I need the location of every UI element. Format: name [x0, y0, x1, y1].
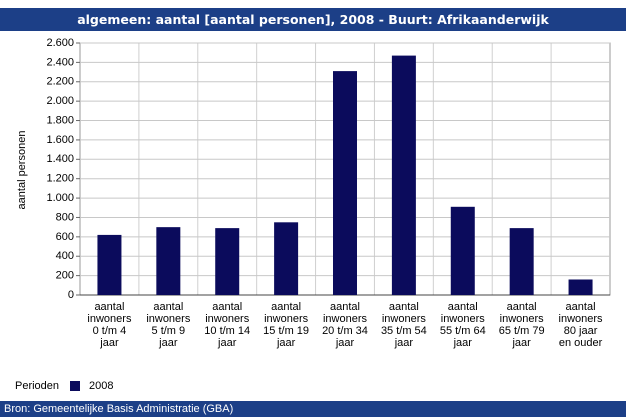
source-bar: Bron: Gemeentelijke Basis Administratie …: [0, 401, 626, 417]
y-tick-label: 2.000: [46, 95, 74, 107]
x-tick-label: aantal inwoners 35 t/m 54 jaar: [380, 301, 427, 349]
x-tick-label: aantal inwoners 65 t/m 79 jaar: [498, 301, 545, 349]
bar: [215, 228, 240, 295]
x-tick-label: aantal inwoners 15 t/m 19 jaar: [263, 301, 310, 349]
legend-swatch: [70, 381, 80, 391]
x-tick-label: aantal inwoners 5 t/m 9 jaar: [146, 301, 191, 349]
x-tick-label: aantal inwoners 80 jaar en ouder: [558, 301, 603, 349]
y-tick-label: 2.400: [46, 56, 74, 68]
x-tick-label: aantal inwoners 20 t/m 34 jaar: [322, 301, 368, 349]
bar: [333, 71, 357, 295]
y-tick-label: 1.800: [46, 114, 74, 126]
bar: [97, 234, 122, 295]
x-tick-label: aantal inwoners 0 t/m 4 jaar: [87, 301, 132, 349]
bar: [391, 55, 416, 295]
chart-title: algemeen: aantal [aantal personen], 2008…: [0, 8, 626, 31]
chart: aantal personen Perioden 0 200 400 600 800 1.…: [15, 37, 611, 392]
y-tick-label: 1.600: [46, 134, 74, 146]
legend-label: 2008: [89, 380, 113, 392]
bar: [450, 206, 475, 295]
bar: [568, 279, 593, 295]
y-tick-label: 2.200: [46, 76, 74, 88]
bar: [274, 222, 299, 295]
y-tick-label: 1.200: [46, 173, 74, 185]
y-axis-label: aantal personen: [16, 131, 28, 210]
x-tick-label: aantal inwoners 55 t/m 64 jaar: [439, 301, 486, 349]
bar: [509, 228, 534, 295]
y-tick-label: 1.400: [46, 153, 74, 165]
y-tick-label: 1.000: [46, 192, 74, 204]
y-tick-label: 200: [56, 270, 74, 282]
y-tick-label: 400: [56, 250, 74, 262]
y-tick-label: 600: [56, 231, 74, 243]
x-tick-label: aantal inwoners 10 t/m 14 jaar: [204, 301, 251, 349]
bar: [156, 227, 181, 295]
y-tick-label: 800: [56, 211, 74, 223]
y-tick-label: 0: [68, 289, 74, 301]
legend-title: Perioden: [15, 380, 59, 392]
y-tick-label: 2.600: [46, 37, 74, 49]
